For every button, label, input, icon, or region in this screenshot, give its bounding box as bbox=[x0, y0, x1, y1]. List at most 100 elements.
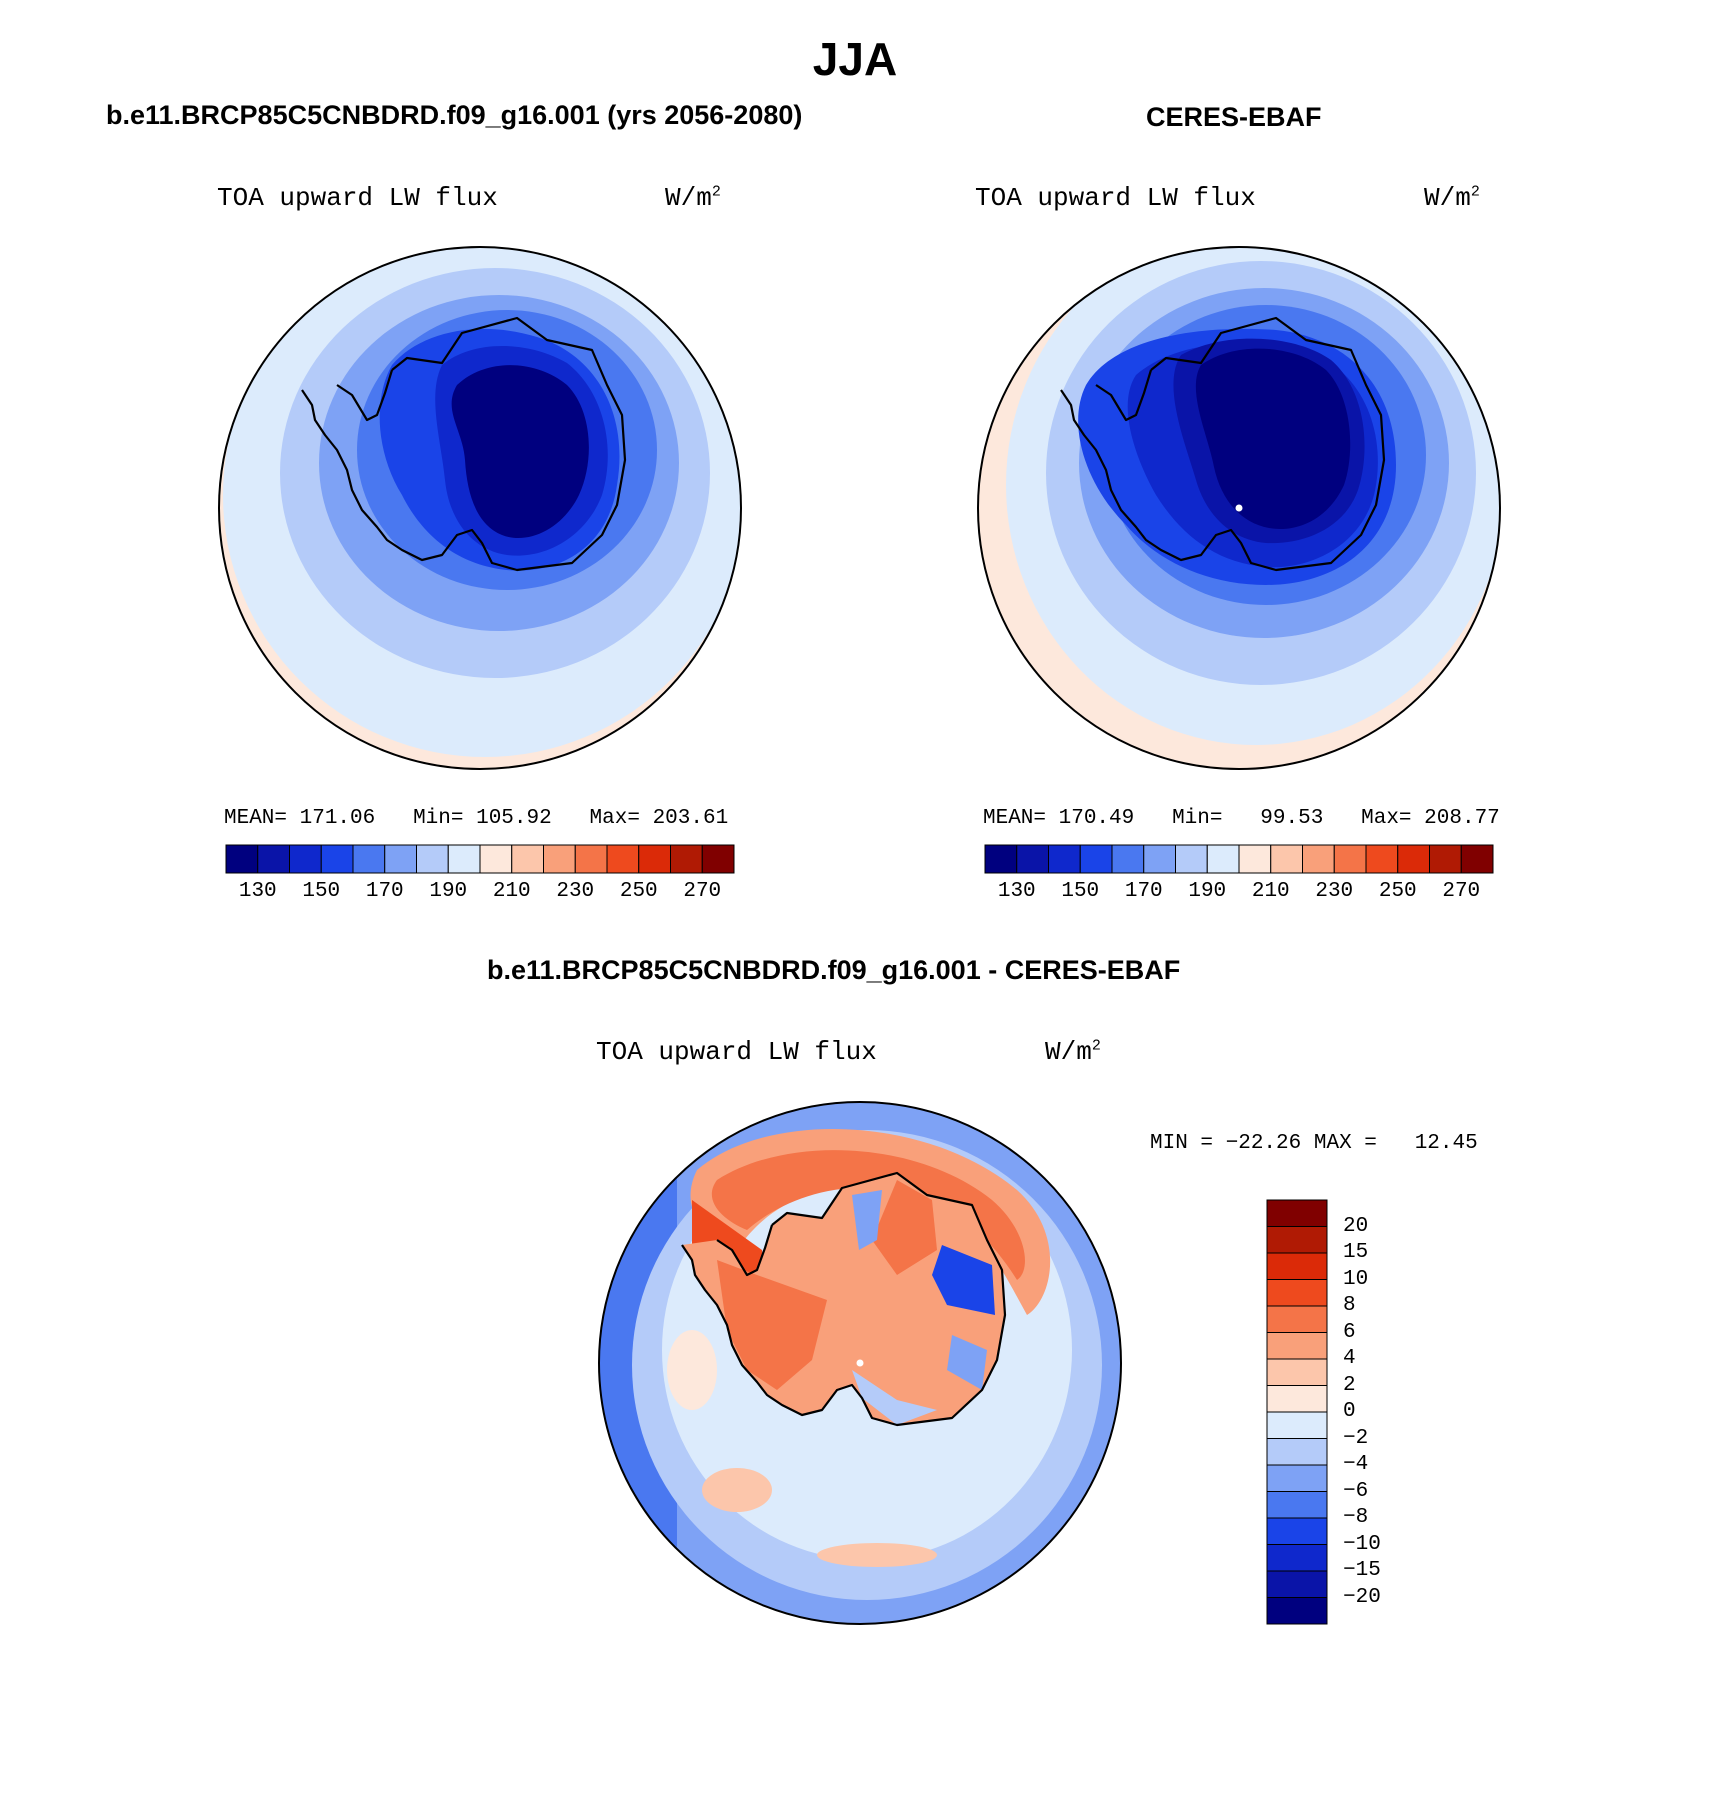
diff-stats-line: MIN = −22.26 MAX = 12.45 bbox=[1150, 1132, 1478, 1155]
diff-colorbar-swatch bbox=[1266, 1517, 1328, 1545]
obs-colorbar-tick-label: 230 bbox=[1315, 880, 1354, 903]
model-colorbar-swatch bbox=[416, 844, 449, 874]
diff-colorbar-tick-label: 8 bbox=[1343, 1294, 1356, 1317]
diff-units-label: W/m2 bbox=[1045, 1037, 1101, 1067]
model-colorbar-swatch bbox=[352, 844, 386, 874]
model-colorbar-swatch bbox=[638, 844, 671, 874]
obs-colorbar-swatch bbox=[1397, 844, 1430, 874]
model-colorbar-swatch bbox=[384, 844, 417, 874]
obs-colorbar-swatch bbox=[1111, 844, 1145, 874]
diff-colorbar-swatch bbox=[1266, 1411, 1328, 1439]
model-colorbar-swatch bbox=[447, 844, 481, 874]
model-colorbar-swatch bbox=[701, 844, 735, 874]
diff-colorbar-tick-label: −10 bbox=[1343, 1532, 1381, 1556]
model-colorbar-swatch bbox=[543, 844, 576, 874]
diff-colorbar-tick-label: 10 bbox=[1343, 1267, 1369, 1291]
obs-colorbar-swatch bbox=[1333, 844, 1367, 874]
obs-colorbar-swatch bbox=[1460, 844, 1494, 874]
model-colorbar-tick-label: 150 bbox=[302, 880, 341, 903]
diff-panel-title: b.e11.BRCP85C5CNBDRD.f09_g16.001 - CERES… bbox=[487, 955, 1181, 985]
model-colorbar-tick-label: 130 bbox=[238, 880, 277, 903]
model-colorbar-swatch bbox=[479, 844, 513, 874]
page-title: JJA bbox=[812, 33, 898, 85]
obs-colorbar bbox=[984, 844, 1494, 874]
diff-colorbar-tick-label: −6 bbox=[1343, 1479, 1369, 1503]
obs-colorbar-swatch bbox=[1175, 844, 1208, 874]
obs-variable-label: TOA upward LW flux bbox=[975, 183, 1256, 213]
model-colorbar-tick-label: 230 bbox=[556, 880, 595, 903]
model-colorbar-swatch bbox=[289, 844, 322, 874]
obs-polar-map bbox=[977, 246, 1501, 770]
model-colorbar-swatch bbox=[320, 844, 354, 874]
diff-colorbar-tick-label: −8 bbox=[1343, 1506, 1369, 1529]
obs-colorbar-tick-label: 150 bbox=[1061, 880, 1100, 903]
diff-colorbar-swatch bbox=[1266, 1438, 1328, 1466]
diff-colorbar bbox=[1266, 1199, 1328, 1625]
model-colorbar-swatch bbox=[670, 844, 703, 874]
obs-colorbar-swatch bbox=[1079, 844, 1113, 874]
model-colorbar bbox=[225, 844, 735, 874]
diff-colorbar-tick-label: −2 bbox=[1343, 1426, 1369, 1450]
diff-colorbar-tick-label: 20 bbox=[1343, 1214, 1369, 1238]
diff-colorbar-swatch bbox=[1266, 1358, 1328, 1386]
diff-colorbar-tick-label: 0 bbox=[1343, 1400, 1356, 1423]
model-colorbar-tick-label: 210 bbox=[492, 880, 531, 903]
diff-colorbar-swatch bbox=[1266, 1491, 1328, 1519]
obs-colorbar-swatch bbox=[1143, 844, 1176, 874]
obs-stats-line: MEAN= 170.49 Min= 99.53 Max= 208.77 bbox=[983, 807, 1500, 830]
model-stats-line: MEAN= 171.06 Min= 105.92 Max= 203.61 bbox=[224, 807, 729, 830]
model-panel-title: b.e11.BRCP85C5CNBDRD.f09_g16.001 (yrs 20… bbox=[106, 100, 803, 130]
model-colorbar-swatch bbox=[574, 844, 608, 874]
diff-colorbar-swatch bbox=[1266, 1544, 1328, 1572]
model-colorbar-ticks: 130 150 170 190 210 230 250 270 bbox=[226, 880, 734, 908]
diff-colorbar-tick-label: 15 bbox=[1343, 1241, 1369, 1264]
obs-units-label: W/m2 bbox=[1424, 183, 1480, 213]
diff-colorbar-tick-label: −15 bbox=[1343, 1559, 1381, 1582]
diff-colorbar-swatch bbox=[1266, 1332, 1328, 1360]
obs-colorbar-swatch bbox=[1238, 844, 1272, 874]
obs-colorbar-swatch bbox=[1302, 844, 1335, 874]
diff-colorbar-swatch bbox=[1266, 1570, 1328, 1598]
model-colorbar-tick-label: 170 bbox=[365, 880, 404, 903]
model-colorbar-tick-label: 270 bbox=[683, 880, 722, 903]
obs-colorbar-ticks: 130 150 170 190 210 230 250 270 bbox=[985, 880, 1493, 908]
model-units-label: W/m2 bbox=[665, 183, 721, 213]
obs-colorbar-swatch bbox=[984, 844, 1018, 874]
obs-colorbar-swatch bbox=[1016, 844, 1049, 874]
diff-colorbar-swatch bbox=[1266, 1226, 1328, 1254]
obs-colorbar-swatch bbox=[1048, 844, 1081, 874]
diff-colorbar-swatch bbox=[1266, 1597, 1328, 1625]
model-colorbar-swatch bbox=[225, 844, 259, 874]
obs-panel-title: CERES-EBAF bbox=[1146, 102, 1322, 132]
obs-colorbar-tick-label: 270 bbox=[1442, 880, 1481, 903]
obs-colorbar-tick-label: 170 bbox=[1124, 880, 1163, 903]
obs-colorbar-tick-label: 190 bbox=[1188, 880, 1227, 903]
diff-colorbar-tick-label: 2 bbox=[1343, 1373, 1356, 1397]
model-colorbar-tick-label: 250 bbox=[619, 880, 658, 903]
diff-colorbar-swatch bbox=[1266, 1464, 1328, 1492]
model-colorbar-tick-label: 190 bbox=[429, 880, 468, 903]
model-colorbar-swatch bbox=[257, 844, 290, 874]
obs-colorbar-swatch bbox=[1365, 844, 1399, 874]
model-colorbar-swatch bbox=[511, 844, 544, 874]
diff-colorbar-tick-label: −4 bbox=[1343, 1453, 1369, 1476]
obs-colorbar-tick-label: 250 bbox=[1378, 880, 1417, 903]
diff-polar-map bbox=[598, 1101, 1122, 1625]
obs-colorbar-swatch bbox=[1206, 844, 1240, 874]
diff-colorbar-swatch bbox=[1266, 1305, 1328, 1333]
diff-colorbar-swatch bbox=[1266, 1252, 1328, 1280]
obs-colorbar-swatch bbox=[1270, 844, 1303, 874]
diff-colorbar-tick-label: −20 bbox=[1343, 1585, 1381, 1609]
obs-colorbar-swatch bbox=[1429, 844, 1462, 874]
model-variable-label: TOA upward LW flux bbox=[217, 183, 498, 213]
diff-colorbar-tick-label: 4 bbox=[1343, 1347, 1356, 1370]
diff-colorbar-ticks: 20 15 10 8 6 4 2 0 −2 −4 −6 −8 −10 −15 −20 bbox=[1343, 1200, 1433, 1624]
model-colorbar-swatch bbox=[606, 844, 640, 874]
obs-colorbar-tick-label: 210 bbox=[1251, 880, 1290, 903]
obs-colorbar-tick-label: 130 bbox=[997, 880, 1036, 903]
diff-colorbar-tick-label: 6 bbox=[1343, 1320, 1356, 1344]
diff-colorbar-swatch bbox=[1266, 1279, 1328, 1307]
diff-colorbar-swatch bbox=[1266, 1385, 1328, 1413]
diff-variable-label: TOA upward LW flux bbox=[596, 1037, 877, 1067]
diff-colorbar-swatch bbox=[1266, 1199, 1328, 1227]
